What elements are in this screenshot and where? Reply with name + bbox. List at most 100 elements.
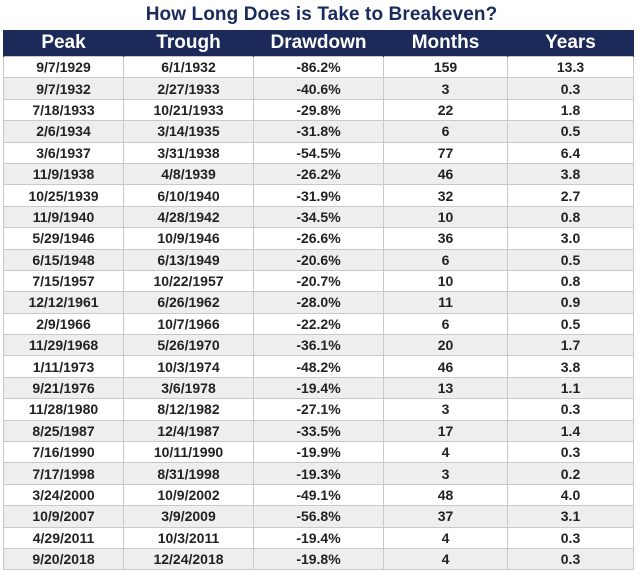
cell-drawdown: -86.2% (253, 55, 384, 79)
table-row: 7/17/1998 8/31/1998 -19.3% 3 0.2 (3, 462, 634, 485)
cell-peak: 9/7/1932 (3, 77, 124, 100)
table-row: 9/20/2018 12/24/2018 -19.8% 4 0.3 (3, 547, 634, 570)
breakeven-table: Peak Trough Drawdown Months Years 9/7/19… (3, 30, 634, 570)
cell-years: 6.4 (507, 141, 634, 164)
cell-years: 0.2 (507, 462, 634, 485)
cell-trough: 10/21/1933 (123, 98, 254, 122)
cell-months: 77 (383, 141, 508, 164)
cell-months: 6 (383, 120, 508, 143)
cell-months: 13 (383, 376, 508, 400)
cell-trough: 3/14/1935 (123, 120, 254, 143)
table-row: 6/15/1948 6/13/1949 -20.6% 6 0.5 (3, 248, 634, 271)
cell-months: 32 (383, 184, 508, 207)
cell-months: 17 (383, 419, 508, 443)
cell-trough: 8/12/1982 (123, 398, 254, 421)
cell-years: 0.9 (507, 291, 634, 314)
cell-years: 0.3 (507, 547, 634, 570)
column-header-months: Months (383, 30, 508, 57)
cell-years: 1.8 (507, 98, 634, 122)
table-row: 2/9/1966 10/7/1966 -22.2% 6 0.5 (3, 312, 634, 336)
cell-drawdown: -49.1% (253, 483, 384, 507)
cell-trough: 10/7/1966 (123, 312, 254, 336)
table-row: 3/6/1937 3/31/1938 -54.5% 77 6.4 (3, 141, 634, 164)
table-row: 9/21/1976 3/6/1978 -19.4% 13 1.1 (3, 376, 634, 400)
cell-trough: 6/1/1932 (123, 55, 254, 79)
cell-drawdown: -40.6% (253, 77, 384, 100)
cell-trough: 12/4/1987 (123, 419, 254, 443)
cell-drawdown: -26.2% (253, 162, 384, 186)
cell-years: 0.5 (507, 312, 634, 336)
table-row: 12/12/1961 6/26/1962 -28.0% 11 0.9 (3, 291, 634, 314)
cell-months: 6 (383, 248, 508, 271)
cell-months: 3 (383, 398, 508, 421)
cell-years: 0.3 (507, 526, 634, 549)
cell-drawdown: -29.8% (253, 98, 384, 122)
cell-peak: 2/6/1934 (3, 120, 124, 143)
table-row: 9/7/1929 6/1/1932 -86.2% 159 13.3 (3, 55, 634, 79)
cell-drawdown: -20.7% (253, 269, 384, 293)
cell-drawdown: -20.6% (253, 248, 384, 271)
table-row: 8/25/1987 12/4/1987 -33.5% 17 1.4 (3, 419, 634, 443)
cell-peak: 7/15/1957 (3, 269, 124, 293)
cell-peak: 3/6/1937 (3, 141, 124, 164)
cell-trough: 10/22/1957 (123, 269, 254, 293)
cell-months: 3 (383, 77, 508, 100)
cell-drawdown: -48.2% (253, 355, 384, 378)
cell-peak: 6/15/1948 (3, 248, 124, 271)
table-row: 10/9/2007 3/9/2009 -56.8% 37 3.1 (3, 505, 634, 528)
cell-drawdown: -19.8% (253, 547, 384, 570)
cell-peak: 7/16/1990 (3, 441, 124, 464)
table-row: 10/25/1939 6/10/1940 -31.9% 32 2.7 (3, 184, 634, 207)
table-row: 11/9/1938 4/8/1939 -26.2% 46 3.8 (3, 162, 634, 186)
table-row: 11/9/1940 4/28/1942 -34.5% 10 0.8 (3, 205, 634, 229)
table-row: 3/24/2000 10/9/2002 -49.1% 48 4.0 (3, 483, 634, 507)
cell-months: 22 (383, 98, 508, 122)
cell-trough: 10/3/2011 (123, 526, 254, 549)
cell-months: 3 (383, 462, 508, 485)
cell-years: 0.8 (507, 205, 634, 229)
cell-months: 46 (383, 355, 508, 378)
cell-peak: 11/9/1938 (3, 162, 124, 186)
cell-months: 4 (383, 441, 508, 464)
cell-peak: 9/20/2018 (3, 547, 124, 570)
cell-years: 0.3 (507, 77, 634, 100)
cell-years: 2.7 (507, 184, 634, 207)
cell-trough: 12/24/2018 (123, 547, 254, 570)
cell-trough: 6/13/1949 (123, 248, 254, 271)
cell-peak: 7/17/1998 (3, 462, 124, 485)
cell-drawdown: -31.9% (253, 184, 384, 207)
cell-months: 48 (383, 483, 508, 507)
column-header-peak: Peak (3, 30, 124, 57)
cell-drawdown: -22.2% (253, 312, 384, 336)
table-row: 1/11/1973 10/3/1974 -48.2% 46 3.8 (3, 355, 634, 378)
cell-months: 4 (383, 547, 508, 570)
cell-peak: 2/9/1966 (3, 312, 124, 336)
cell-months: 36 (383, 227, 508, 250)
cell-years: 3.1 (507, 505, 634, 528)
table-row: 2/6/1934 3/14/1935 -31.8% 6 0.5 (3, 120, 634, 143)
cell-drawdown: -34.5% (253, 205, 384, 229)
header-row: Peak Trough Drawdown Months Years (3, 30, 634, 57)
cell-peak: 4/29/2011 (3, 526, 124, 549)
cell-trough: 3/31/1938 (123, 141, 254, 164)
table-row: 5/29/1946 10/9/1946 -26.6% 36 3.0 (3, 227, 634, 250)
cell-trough: 10/11/1990 (123, 441, 254, 464)
cell-trough: 5/26/1970 (123, 334, 254, 357)
cell-months: 37 (383, 505, 508, 528)
cell-drawdown: -19.4% (253, 376, 384, 400)
cell-drawdown: -33.5% (253, 419, 384, 443)
column-header-drawdown: Drawdown (253, 30, 384, 57)
cell-drawdown: -26.6% (253, 227, 384, 250)
cell-years: 0.3 (507, 441, 634, 464)
cell-years: 0.5 (507, 120, 634, 143)
cell-years: 3.0 (507, 227, 634, 250)
cell-trough: 2/27/1933 (123, 77, 254, 100)
cell-drawdown: -36.1% (253, 334, 384, 357)
cell-trough: 4/8/1939 (123, 162, 254, 186)
cell-drawdown: -28.0% (253, 291, 384, 314)
cell-months: 6 (383, 312, 508, 336)
cell-peak: 11/9/1940 (3, 205, 124, 229)
cell-drawdown: -19.3% (253, 462, 384, 485)
cell-months: 4 (383, 526, 508, 549)
cell-months: 10 (383, 269, 508, 293)
